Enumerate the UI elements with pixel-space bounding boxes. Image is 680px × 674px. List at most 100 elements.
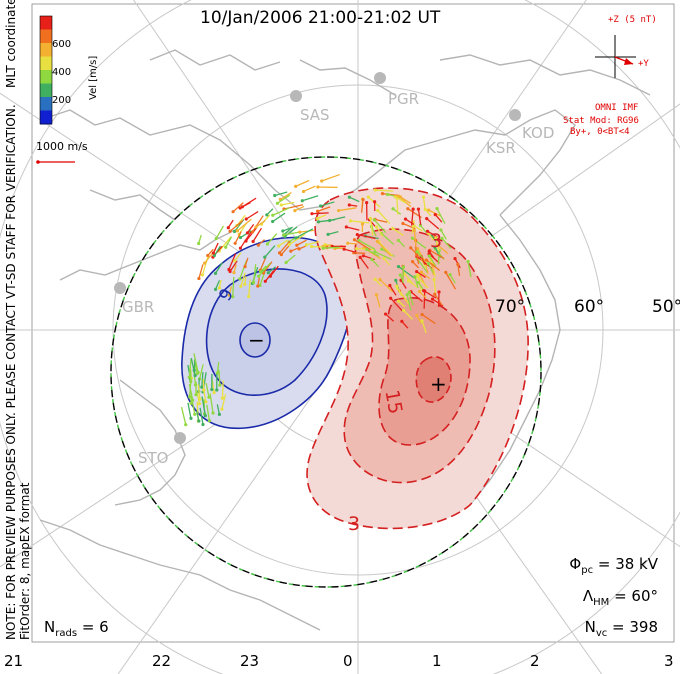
stat-phi-pc: Φpc = 38 kV: [569, 555, 658, 576]
radar-site-marker: [374, 72, 386, 84]
stat-n-vc: Nvc = 398: [585, 618, 658, 639]
stat-nvc-symbol: N: [584, 618, 596, 636]
velocity-vector: [216, 404, 221, 415]
velocity-vector: [359, 256, 369, 269]
colorbar-segment: [40, 83, 52, 98]
velocity-vector: [445, 272, 457, 290]
velocity-vector: [381, 232, 395, 246]
velocity-vector: [311, 212, 329, 215]
velocity-vector-origin: [212, 253, 217, 258]
velocity-vector: [215, 225, 224, 239]
velocity-vector-origin: [217, 286, 221, 290]
velocity-vector-origin: [355, 233, 359, 237]
scale-vector-origin: [36, 160, 40, 164]
velocity-vector-origin: [380, 247, 384, 251]
velocity-vector-origin: [419, 270, 423, 274]
velocity-vector-origin: [263, 279, 267, 283]
velocity-vector-origin: [440, 236, 444, 240]
velocity-vector-origin: [213, 287, 218, 291]
velocity-vector: [426, 218, 440, 230]
radar-label-gbr: GBR: [122, 298, 154, 316]
colorbar-segment: [40, 16, 52, 30]
velocity-vector: [198, 264, 204, 279]
velocity-vector-origin: [194, 393, 198, 397]
velocity-vector-origin: [215, 388, 219, 392]
potential-max-marker: +: [430, 372, 447, 396]
imf-y-label: +Y: [638, 59, 649, 69]
velocity-vector-origin: [211, 411, 215, 415]
velocity-vector: [239, 202, 251, 209]
velocity-vector-origin: [375, 239, 380, 244]
velocity-vector-origin: [435, 207, 439, 211]
velocity-vector: [371, 259, 380, 268]
velocity-vector-origin: [380, 192, 385, 196]
velocity-vector: [405, 218, 415, 226]
velocity-vector-origin: [388, 283, 392, 288]
velocity-vector-origin: [372, 218, 376, 222]
velocity-vector-origin: [203, 261, 207, 265]
velocity-vector-origin: [354, 247, 359, 251]
velocity-vector: [437, 250, 440, 265]
velocity-vector-origin: [293, 209, 297, 213]
velocity-vector: [338, 207, 357, 212]
mlt-label-1: 1: [432, 652, 442, 670]
stat-n-rads: Nrads = 6: [44, 618, 109, 639]
velocity-vector-origin: [196, 370, 200, 375]
velocity-vector-origin: [197, 276, 201, 281]
velocity-vector-origin: [370, 257, 374, 262]
velocity-vector-origin: [279, 203, 283, 207]
velocity-vector: [218, 369, 221, 386]
velocity-vector: [272, 212, 286, 223]
velocity-vector-origin: [316, 220, 321, 224]
mlt-label-23: 23: [240, 652, 260, 670]
velocity-vector-origin: [361, 198, 365, 202]
velocity-vector: [356, 248, 374, 251]
velocity-vector: [354, 239, 371, 251]
velocity-vector: [416, 276, 429, 289]
heppner-maynard-boundary: [110, 156, 542, 588]
velocity-vector: [400, 279, 407, 289]
velocity-vector-origin: [257, 274, 261, 278]
velocity-vector: [421, 320, 427, 334]
velocity-vector-origin: [265, 242, 269, 246]
velocity-vector-origin: [238, 235, 243, 240]
velocity-vector-origin: [197, 241, 201, 246]
imf-source: OMNI IMF: [595, 103, 638, 113]
velocity-vector: [403, 273, 414, 285]
velocity-vector-origin: [415, 269, 419, 274]
velocity-vector-origin: [393, 195, 397, 199]
page-title: 10/Jan/2006 21:00-21:02 UT: [200, 8, 441, 28]
velocity-vector: [255, 220, 266, 228]
velocity-vector-origin: [396, 299, 401, 303]
velocity-vector-origin: [226, 226, 230, 230]
velocity-vector-origin: [403, 217, 408, 221]
velocity-vector-origin: [217, 412, 221, 416]
velocity-vector-origin: [415, 250, 419, 254]
velocity-vector: [259, 257, 267, 271]
velocity-vector: [398, 195, 412, 208]
velocity-vector: [197, 384, 201, 400]
velocity-vector: [251, 215, 264, 233]
velocity-vector: [406, 294, 412, 311]
velocity-vector: [416, 257, 428, 273]
velocity-vector-origin: [406, 279, 411, 283]
velocity-vector: [280, 244, 291, 256]
velocity-vector-origin: [211, 251, 216, 255]
velocity-vector-origin: [247, 294, 251, 299]
velocity-vector: [252, 264, 257, 283]
velocity-vector: [285, 254, 296, 263]
latitude-label-70: 70°: [495, 297, 525, 317]
velocity-vector-origin: [427, 249, 431, 253]
velocity-vector: [288, 233, 306, 246]
velocity-vector: [318, 219, 336, 223]
velocity-vector-origin: [391, 207, 395, 211]
velocity-vector: [296, 239, 307, 246]
velocity-vector-origin: [256, 284, 260, 288]
velocity-vector: [239, 231, 252, 249]
velocity-vector-origin: [189, 379, 193, 384]
coastlines: [39, 49, 651, 631]
velocity-vector: [358, 239, 376, 251]
velocity-vector-origin: [277, 244, 281, 248]
velocity-vector: [234, 252, 242, 262]
velocity-vector-origin: [416, 280, 420, 285]
